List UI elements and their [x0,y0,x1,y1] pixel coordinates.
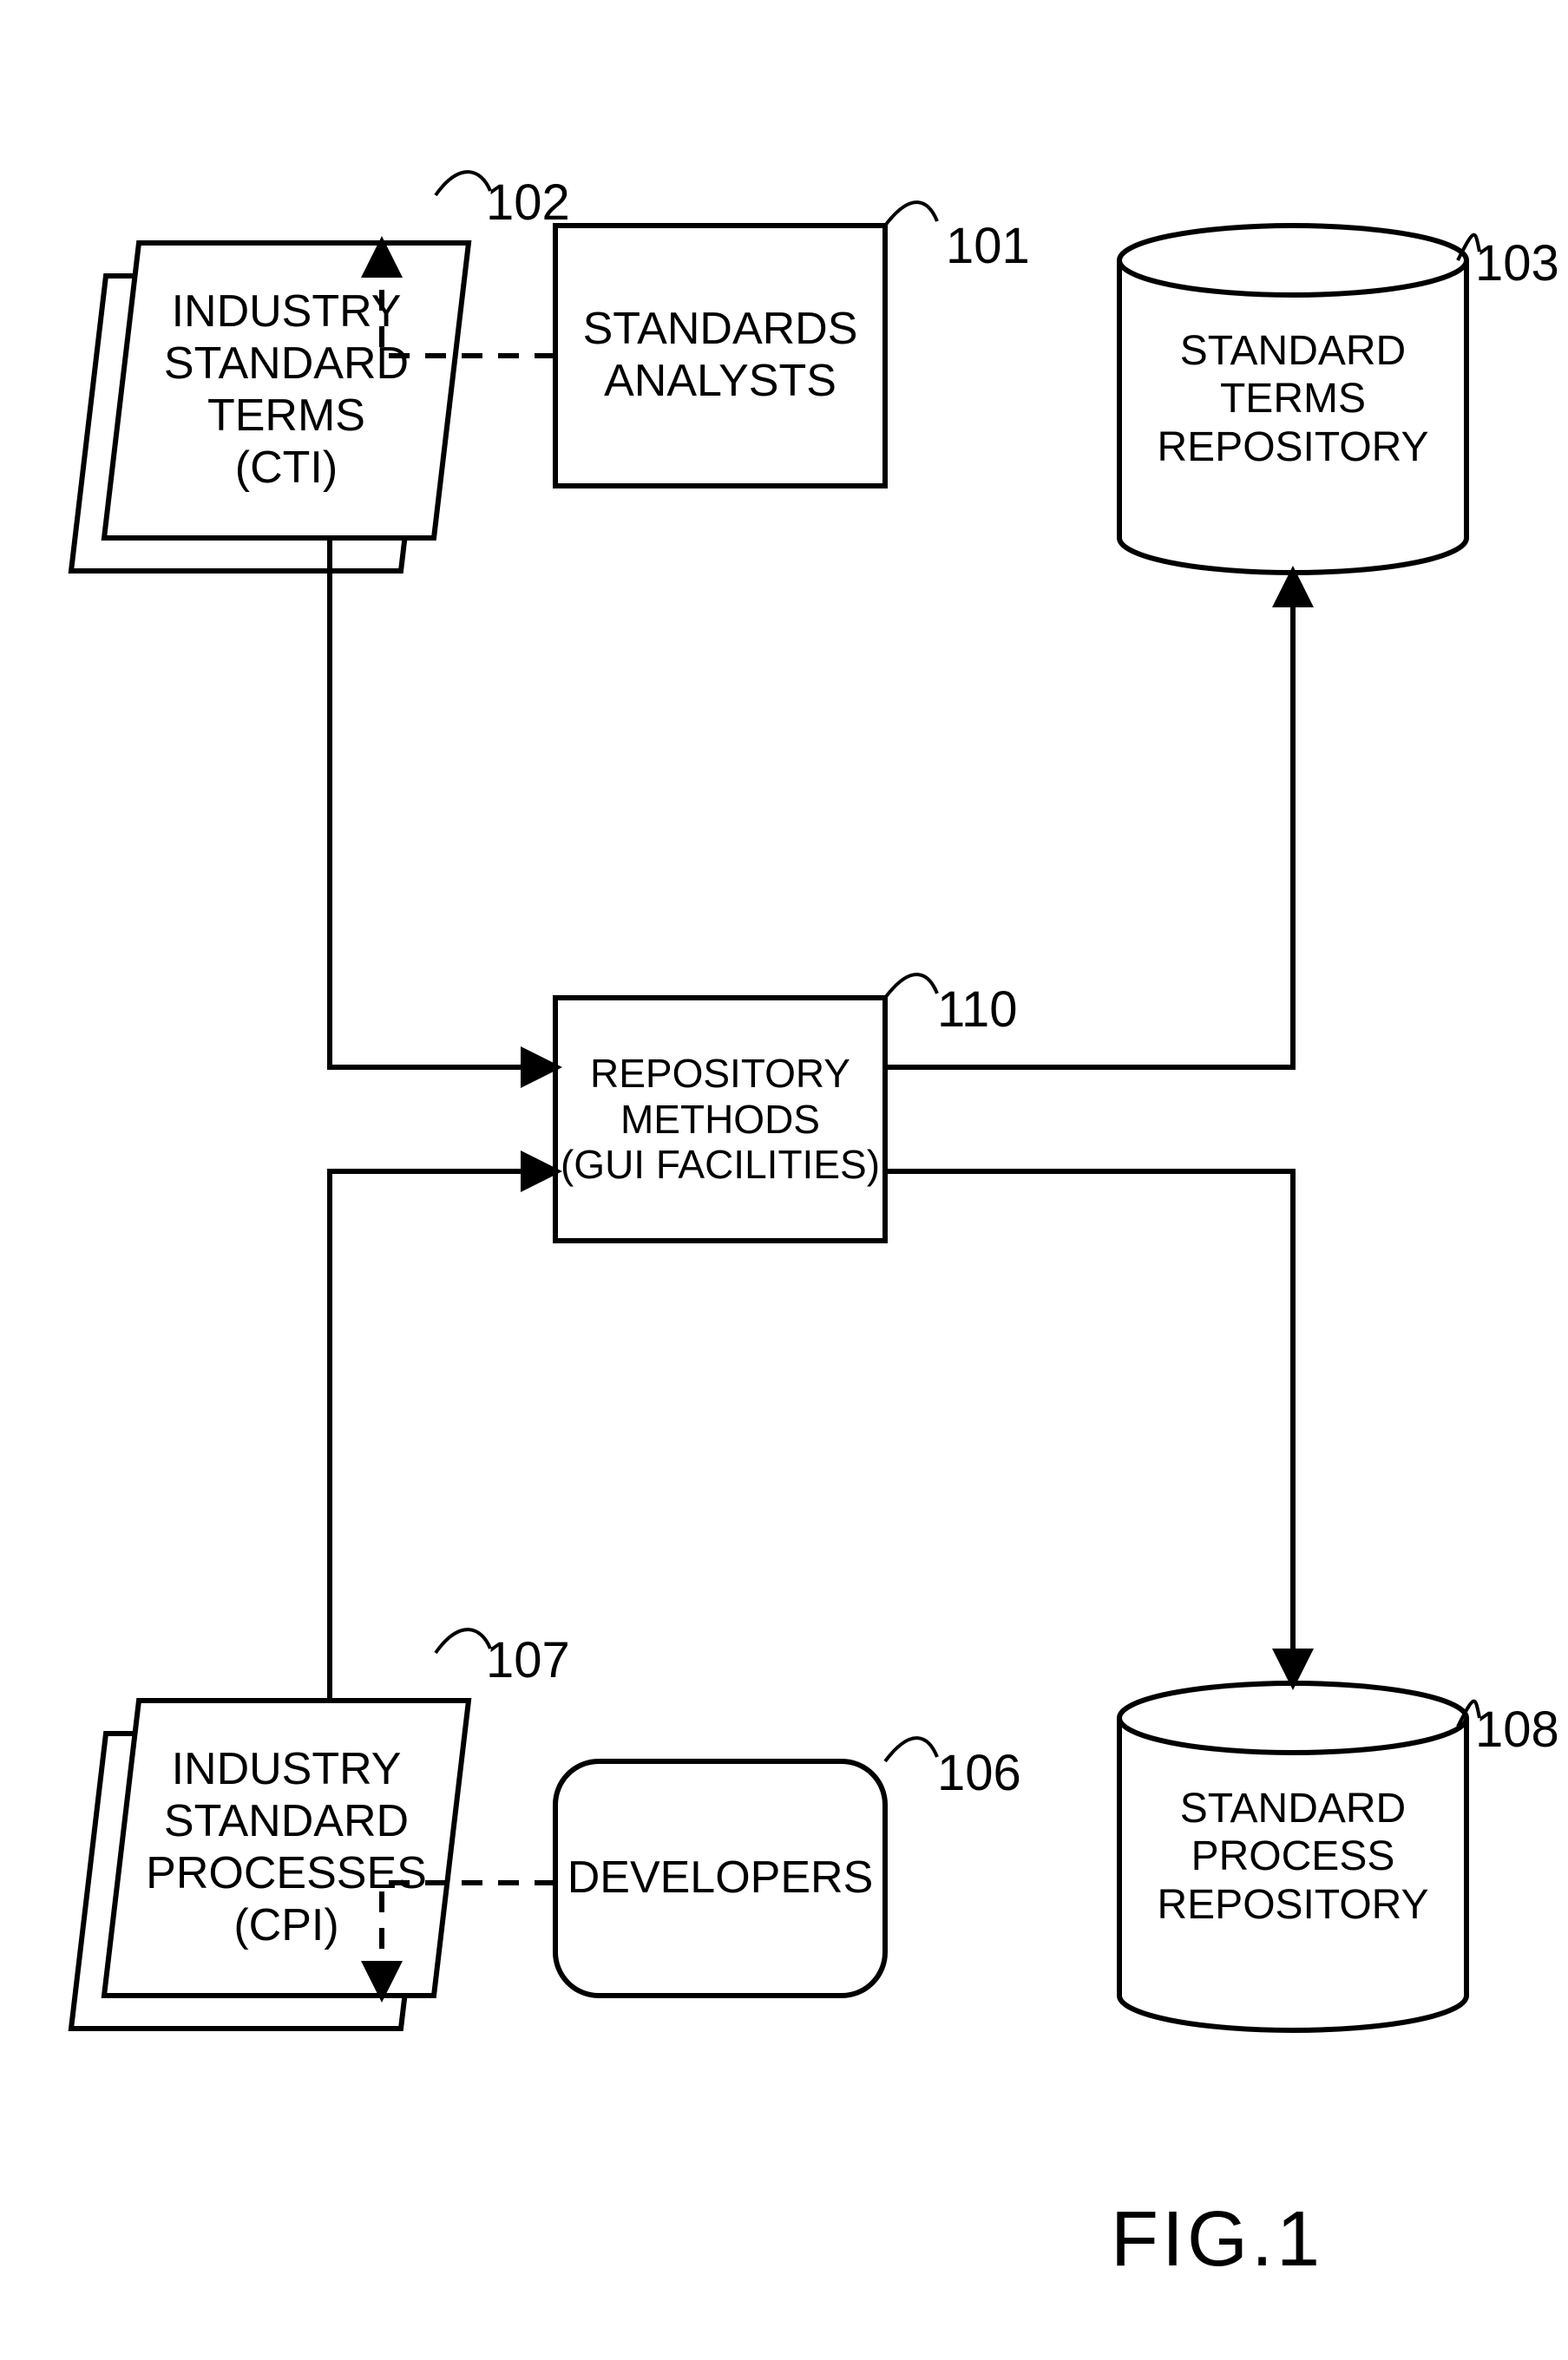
analysts-ref: 101 [946,217,1030,275]
processes_doc-ref: 107 [486,1631,570,1689]
processes_doc-label: INDUSTRY STANDARD PROCESSES (CPI) [104,1701,469,1996]
terms_repo-ref: 103 [1475,234,1559,292]
developers-label: DEVELOPERS [555,1761,885,1996]
process_repo-ref: 108 [1475,1701,1559,1759]
terms_repo-label: STANDARD TERMS REPOSITORY [1119,226,1466,573]
diagram-canvas: STANDARDS ANALYSTS 101 INDUSTRY STANDARD T… [0,0,1568,2356]
repo_methods-label: REPOSITORY METHODS (GUI FACILITIES) [555,998,885,1241]
terms_doc-label: INDUSTRY STANDARD TERMS (CTI) [104,243,469,538]
repo_methods-ref: 110 [937,980,1017,1039]
process_repo-label: STANDARD PROCESS REPOSITORY [1119,1683,1466,2030]
analysts-label: STANDARDS ANALYSTS [555,226,885,486]
terms_doc-ref: 102 [486,174,570,232]
figure-label: FIG.1 [1111,2195,1323,2285]
developers-ref: 106 [937,1744,1021,1802]
